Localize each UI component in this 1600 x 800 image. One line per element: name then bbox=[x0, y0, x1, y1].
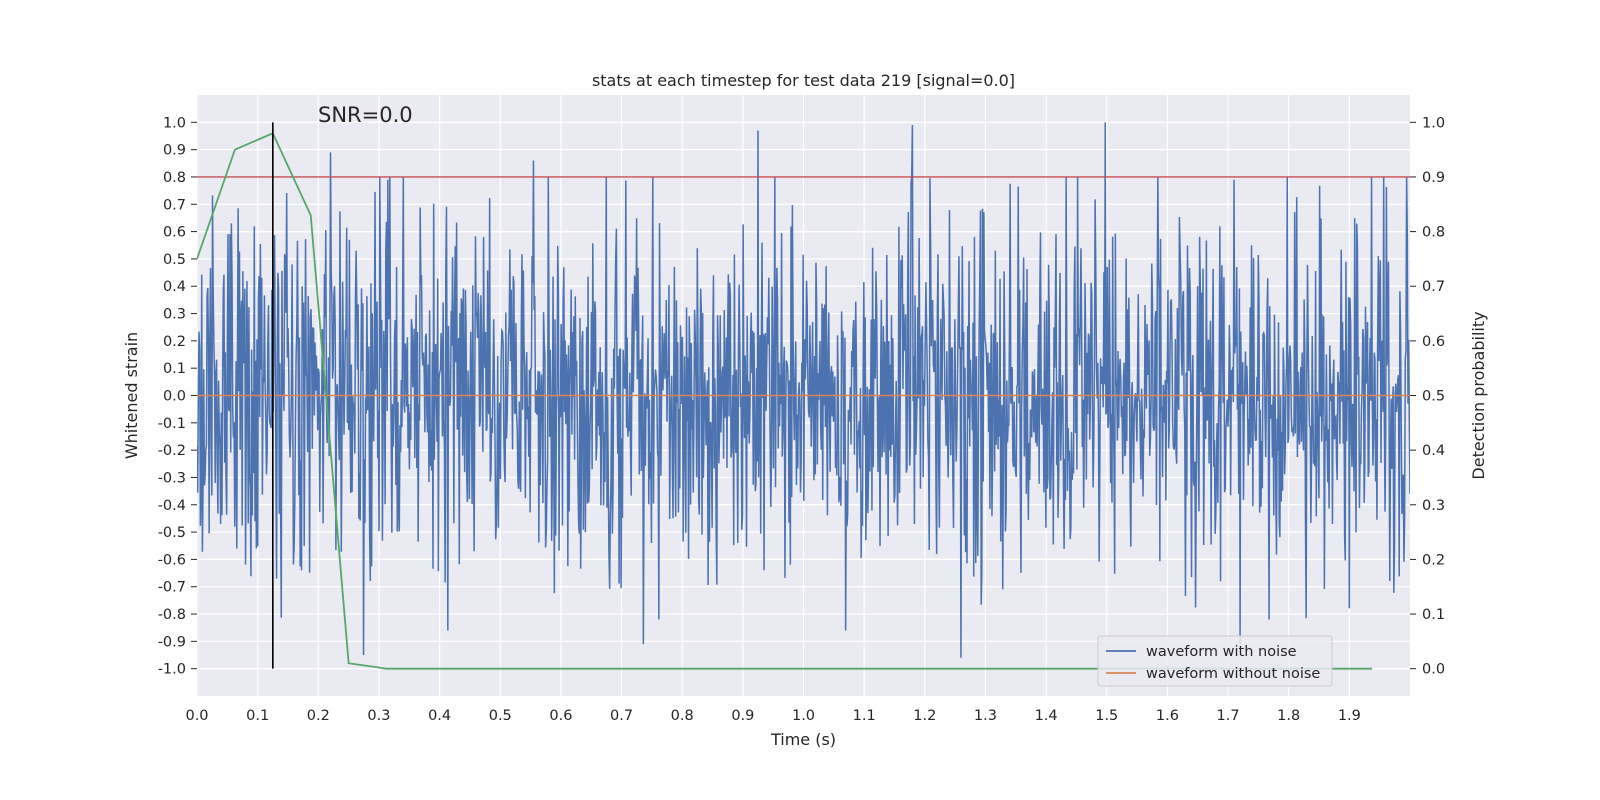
y-tick-label: -0.8 bbox=[158, 607, 186, 623]
x-tick-label: 1.9 bbox=[1338, 708, 1361, 724]
y2-tick-label: 0.8 bbox=[1422, 225, 1445, 241]
snr-annotation: SNR=0.0 bbox=[318, 103, 413, 127]
x-tick-label: 1.2 bbox=[913, 708, 936, 724]
x-tick-label: 1.7 bbox=[1217, 708, 1240, 724]
y-tick-label: -0.5 bbox=[158, 525, 186, 541]
y-tick-label: 0.0 bbox=[163, 389, 186, 405]
y2-tick-label: 0.6 bbox=[1422, 334, 1445, 350]
x-tick-label: 0.5 bbox=[489, 708, 512, 724]
chart-title: stats at each timestep for test data 219… bbox=[592, 71, 1015, 90]
y-tick-label: 0.8 bbox=[163, 170, 186, 186]
x-tick-label: 1.3 bbox=[974, 708, 997, 724]
y2-tick-label: 0.9 bbox=[1422, 170, 1445, 186]
y2-tick-label: 0.7 bbox=[1422, 279, 1445, 295]
y2-tick-label: 0.0 bbox=[1422, 662, 1445, 678]
y-tick-label: 0.5 bbox=[163, 252, 186, 268]
y2-tick-label: 0.2 bbox=[1422, 552, 1445, 568]
y2-tick-label: 0.1 bbox=[1422, 607, 1445, 623]
series-detection-probability bbox=[197, 132, 1373, 670]
y-tick-label: 0.6 bbox=[163, 225, 186, 241]
x-tick-label: 1.8 bbox=[1277, 708, 1300, 724]
y-tick-label: 1.0 bbox=[163, 115, 186, 131]
y-tick-label: 0.7 bbox=[163, 197, 186, 213]
legend-box bbox=[1097, 635, 1333, 687]
y-tick-label: -0.2 bbox=[158, 443, 186, 459]
y-tick-label: -0.3 bbox=[158, 470, 186, 486]
y2-axis-label: Detection probability bbox=[1469, 311, 1488, 479]
x-tick-label: 1.5 bbox=[1095, 708, 1118, 724]
series-waveform-with-noise bbox=[197, 122, 1410, 658]
y-tick-label: -0.9 bbox=[158, 634, 186, 650]
y2-tick-label: 0.4 bbox=[1422, 443, 1445, 459]
y2-tick-label: 0.5 bbox=[1422, 389, 1445, 405]
x-tick-label: 0.7 bbox=[610, 708, 633, 724]
y-tick-label: 0.3 bbox=[163, 307, 186, 323]
series-layer bbox=[197, 122, 1410, 670]
y-tick-label: 0.1 bbox=[163, 361, 186, 377]
x-tick-label: 1.1 bbox=[853, 708, 876, 724]
x-tick-label: 0.8 bbox=[671, 708, 694, 724]
axes: 0.0 0.1 0.2 0.3 0.4 0.5 0.6 0.7 0.8 0.9 1.0 1.1 1.2 1… bbox=[158, 115, 1445, 724]
x-tick-label: 0.3 bbox=[367, 708, 390, 724]
x-tick-label: 0.2 bbox=[307, 708, 330, 724]
y-tick-label: -1.0 bbox=[158, 662, 186, 678]
y2-tick-label: 1.0 bbox=[1422, 115, 1445, 131]
x-tick-label: 0.0 bbox=[185, 708, 208, 724]
y-tick-label: 0.9 bbox=[163, 143, 186, 159]
y-tick-label: -0.7 bbox=[158, 580, 186, 596]
x-tick-label: 1.4 bbox=[1035, 708, 1058, 724]
x-tick-label: 0.4 bbox=[428, 708, 451, 724]
x-tick-label: 0.1 bbox=[246, 708, 269, 724]
x-tick-label: 1.6 bbox=[1156, 708, 1179, 724]
y2-tick-label: 0.3 bbox=[1422, 498, 1445, 514]
y-tick-label: -0.6 bbox=[158, 552, 186, 568]
y-axis-label: Whitened strain bbox=[122, 332, 141, 459]
legend-label-noise: waveform with noise bbox=[1146, 644, 1297, 660]
y-tick-label: 0.2 bbox=[163, 334, 186, 350]
x-axis-label: Time (s) bbox=[770, 730, 836, 749]
y-tick-label: -0.1 bbox=[158, 416, 186, 432]
x-tick-label: 0.9 bbox=[731, 708, 754, 724]
y-tick-label: 0.4 bbox=[163, 279, 186, 295]
x-tick-label: 1.0 bbox=[792, 708, 815, 724]
x-tick-label: 0.6 bbox=[549, 708, 572, 724]
y-tick-label: -0.4 bbox=[158, 498, 186, 514]
legend-label-clean: waveform without noise bbox=[1146, 666, 1320, 682]
legend: waveform with noise waveform without noi… bbox=[1097, 635, 1333, 687]
